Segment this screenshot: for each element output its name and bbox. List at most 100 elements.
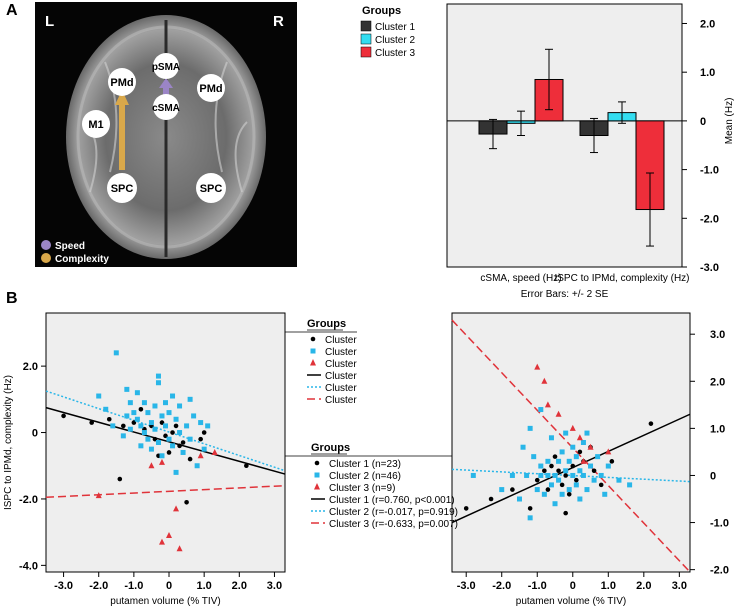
data-point <box>541 377 548 384</box>
bar-legend-label: Cluster 3 <box>375 48 415 59</box>
data-point <box>580 472 586 478</box>
bar-category-label: cSMA, speed (Hz) <box>480 273 561 284</box>
data-point <box>197 452 204 459</box>
region-pmd-right <box>197 74 225 102</box>
data-point <box>170 430 175 435</box>
region-spc-right <box>196 173 226 203</box>
complexity-legend-label: Complexity <box>55 254 109 265</box>
scatter-legend-label: Cluster 2 (n=46) <box>325 347 360 358</box>
scatter-ylabel: ISPC to IPMd, complexity (Hz) <box>3 375 14 510</box>
data-point <box>538 463 544 469</box>
data-point <box>159 413 165 419</box>
data-point <box>152 403 158 409</box>
scatter-xtick-label: 1.0 <box>197 580 212 592</box>
scatter-xtick-label: -3.0 <box>54 580 73 592</box>
data-point <box>191 413 197 419</box>
data-point <box>173 469 179 475</box>
data-point <box>520 444 526 450</box>
data-point <box>527 425 533 431</box>
scatter-ytick-label: -4.0 <box>19 560 38 572</box>
data-point <box>155 440 161 445</box>
panel-b-letter: B <box>6 290 18 307</box>
legend-marker <box>314 460 320 466</box>
scatter-xlabel: putamen volume (% TIV) <box>516 596 626 607</box>
bar-footnote: Error Bars: +/- 2 SE <box>521 289 609 300</box>
region-label-pmd-right: PMd <box>199 83 222 95</box>
data-point <box>566 492 572 497</box>
scatter-xtick-label: 3.0 <box>267 580 282 592</box>
scatter-xtick-label: -1.0 <box>124 580 143 592</box>
data-point <box>605 463 611 469</box>
data-point <box>463 506 469 511</box>
data-point <box>184 423 190 429</box>
bar-legend-swatch <box>360 20 372 32</box>
scatter-legend-label: Cluster 1 (n=23) <box>329 459 401 470</box>
bar-ytick-label: 1.0 <box>700 67 715 79</box>
data-point <box>180 440 186 445</box>
data-point <box>211 448 218 455</box>
scatter-ytick-label: 3.0 <box>710 329 725 341</box>
scatter-legend-label: Cluster 3 (r=-0.633, p=0.007) <box>329 519 458 530</box>
legend-marker <box>314 472 320 478</box>
data-point <box>205 423 211 429</box>
data-point <box>127 426 133 432</box>
data-point <box>552 501 558 507</box>
data-point <box>542 468 547 474</box>
data-point <box>121 423 126 429</box>
data-point <box>152 426 158 432</box>
scatter-xtick-label: -1.0 <box>528 580 547 592</box>
data-point <box>580 440 586 445</box>
bar-ylabel: Mean (Hz) <box>724 98 735 145</box>
data-point <box>138 406 144 412</box>
data-point <box>544 401 551 408</box>
data-point <box>158 458 165 465</box>
scatter-legend-label: Cluster 1 (r=0.496, p=0.043) <box>325 371 360 382</box>
data-point <box>134 416 140 422</box>
data-point <box>527 515 533 521</box>
scatter-ytick-label: -2.0 <box>19 494 38 506</box>
data-point <box>499 487 505 493</box>
data-point <box>531 454 537 460</box>
scatter-xtick-label: -3.0 <box>457 580 476 592</box>
scatter-left-chart: -3.0 -2.0 -1.0 0 1.0 2.0 3.0 putamen volume (% … <box>3 312 360 607</box>
legend-marker <box>310 336 316 342</box>
bar-ytick-label: 2.0 <box>700 18 715 30</box>
region-label-m1: M1 <box>88 119 103 131</box>
complexity-legend-marker <box>41 253 51 263</box>
data-point <box>545 487 551 492</box>
data-point <box>470 472 476 478</box>
data-point <box>569 424 576 431</box>
data-point <box>573 482 579 488</box>
scatter-xtick-label: -2.0 <box>492 580 511 592</box>
scatter-ytick-label: 0 <box>32 428 38 440</box>
left-hemisphere-label: L <box>45 13 54 30</box>
data-point <box>577 449 583 455</box>
data-point <box>89 420 94 425</box>
data-point <box>194 463 200 469</box>
scatter-legend-label: Cluster 3 (n=9) <box>329 483 395 494</box>
region-label-pmd-left: PMd <box>110 77 133 89</box>
speed-legend-label: Speed <box>55 241 85 252</box>
data-point <box>187 456 193 462</box>
data-point <box>170 393 176 399</box>
bar-ytick-label: 0 <box>700 116 706 128</box>
data-point <box>566 458 572 464</box>
data-point <box>570 463 576 469</box>
data-point <box>201 430 207 435</box>
data-point <box>563 430 569 436</box>
scatter-xtick-label: -2.0 <box>89 580 108 592</box>
panel-a-letter: A <box>6 2 18 19</box>
data-point <box>155 380 161 386</box>
scatter-right-chart: -3.0 -2.0 -1.0 0 1.0 2.0 3.0 putamen volume (% … <box>285 312 729 607</box>
scatter-legend-label: Cluster 2 (r=-0.483, p=0.002) <box>325 383 360 394</box>
data-point <box>177 430 183 436</box>
bar-category-label: ISPC to IPMd, complexity (Hz) <box>554 273 689 284</box>
scatter-xtick-label: 0 <box>570 580 576 592</box>
data-point <box>574 477 579 483</box>
data-point <box>563 473 568 478</box>
data-point <box>113 350 119 356</box>
region-m1 <box>82 110 110 138</box>
data-point <box>176 545 183 552</box>
data-point <box>173 423 179 429</box>
data-point <box>563 510 568 516</box>
